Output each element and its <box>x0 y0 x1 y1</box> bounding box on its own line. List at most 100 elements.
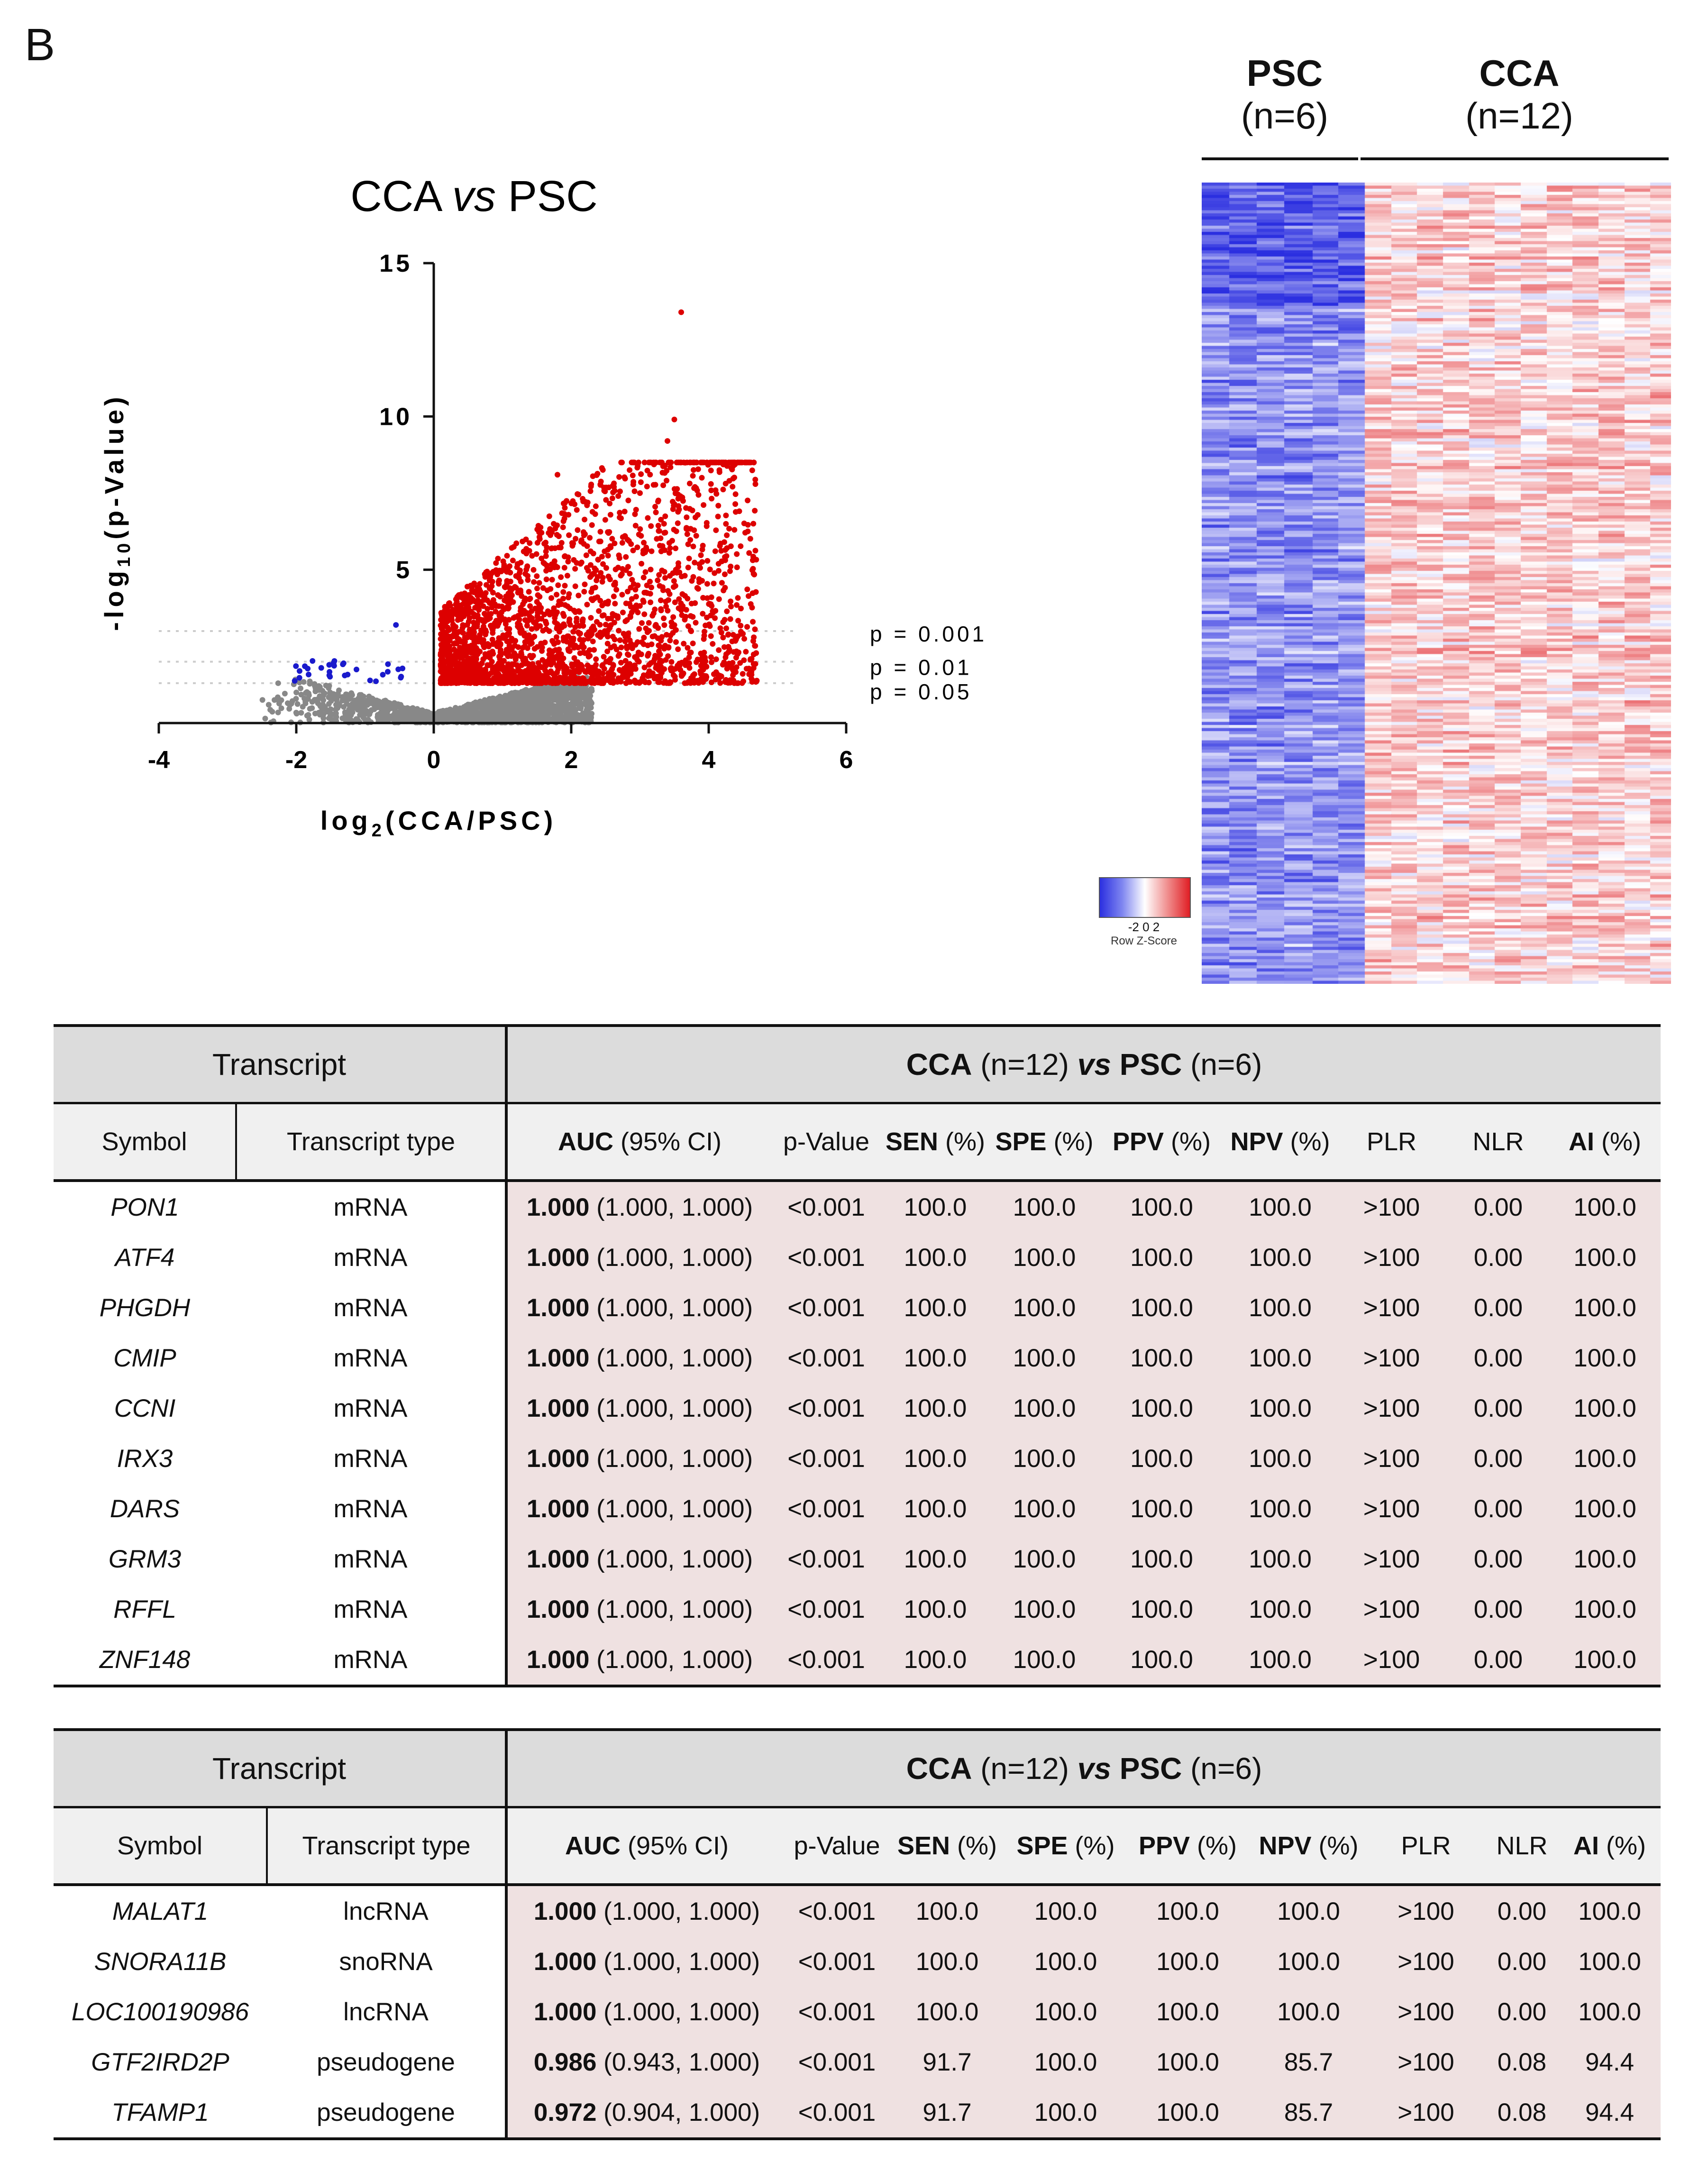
point-upregulated <box>670 614 676 620</box>
cell-symbol: GRM3 <box>108 1545 182 1573</box>
point-upregulated <box>656 648 662 654</box>
point-upregulated <box>611 593 617 599</box>
point-upregulated <box>667 632 674 639</box>
point-upregulated <box>470 582 476 588</box>
point-upregulated <box>610 662 616 668</box>
cell-type: mRNA <box>333 1293 408 1322</box>
point-upregulated <box>667 637 673 643</box>
point-nonsignificant <box>532 685 538 691</box>
point-upregulated <box>575 593 582 599</box>
point-upregulated <box>711 671 717 677</box>
point-upregulated <box>633 507 639 513</box>
point-nonsignificant <box>348 690 355 696</box>
point-upregulated <box>738 629 744 635</box>
cell-symbol: PON1 <box>110 1193 179 1221</box>
table-row: TFAMP1 pseudogene 0.972 (0.904, 1.000) <0.0… <box>54 2087 1661 2140</box>
point-upregulated <box>600 467 606 473</box>
cell-plr: >100 <box>1336 1534 1447 1584</box>
point-upregulated <box>521 657 528 663</box>
point-upregulated <box>672 599 678 605</box>
point-upregulated <box>703 676 709 682</box>
point-nonsignificant <box>275 680 281 686</box>
point-upregulated <box>738 623 744 629</box>
cell-plr: >100 <box>1336 1383 1447 1433</box>
point-upregulated <box>534 540 540 546</box>
point-upregulated <box>554 669 560 676</box>
point-upregulated <box>623 554 629 560</box>
point-upregulated <box>588 483 594 489</box>
point-upregulated <box>686 555 692 561</box>
cell-symbol: CMIP <box>113 1344 176 1372</box>
cell-ppv: 100.0 <box>1099 1232 1224 1283</box>
point-upregulated <box>584 502 590 508</box>
point-upregulated <box>673 639 679 645</box>
point-upregulated <box>543 568 549 574</box>
point-upregulated <box>463 646 469 652</box>
point-upregulated <box>447 678 453 685</box>
point-upregulated <box>493 567 499 573</box>
point-upregulated <box>667 545 673 551</box>
point-upregulated <box>671 416 677 422</box>
cell-spe: 100.0 <box>990 1584 1099 1634</box>
point-upregulated <box>572 583 578 589</box>
point-nonsignificant <box>259 697 265 703</box>
point-upregulated <box>707 623 713 629</box>
point-upregulated <box>605 552 611 559</box>
point-upregulated <box>749 590 756 596</box>
point-upregulated <box>548 532 554 538</box>
cell-type: mRNA <box>333 1444 408 1473</box>
point-nonsignificant <box>475 704 481 710</box>
point-upregulated <box>685 541 691 547</box>
point-nonsignificant <box>387 715 393 721</box>
point-upregulated <box>712 677 719 683</box>
point-nonsignificant <box>462 713 468 719</box>
point-upregulated <box>720 661 726 668</box>
point-upregulated <box>605 573 612 579</box>
point-nonsignificant <box>573 706 579 713</box>
point-upregulated <box>541 612 548 618</box>
x-tick-label: -4 <box>148 746 170 774</box>
point-upregulated <box>598 680 604 686</box>
point-upregulated <box>494 672 501 678</box>
cell-symbol: CCNI <box>114 1394 176 1422</box>
legend-title: Row Z-Score <box>1110 935 1178 947</box>
point-upregulated <box>691 467 697 473</box>
point-upregulated <box>653 665 659 671</box>
cell-ai: 100.0 <box>1549 1333 1661 1383</box>
col-symbol: Symbol <box>54 1103 236 1182</box>
point-upregulated <box>717 680 723 686</box>
header-transcript: Transcript <box>54 1728 506 1808</box>
point-upregulated <box>690 641 696 647</box>
point-nonsignificant <box>584 697 590 703</box>
point-nonsignificant <box>262 715 268 722</box>
point-upregulated <box>582 516 588 522</box>
point-upregulated <box>575 644 581 651</box>
cell-pvalue: <0.001 <box>772 1484 881 1534</box>
point-upregulated <box>640 550 646 557</box>
point-nonsignificant <box>346 696 352 702</box>
point-upregulated <box>572 624 578 630</box>
point-upregulated <box>527 603 533 609</box>
point-upregulated <box>603 497 609 503</box>
threshold-label: p = 0.01 <box>870 655 972 680</box>
point-upregulated <box>710 641 716 647</box>
point-upregulated <box>471 614 477 620</box>
point-upregulated <box>727 677 733 683</box>
point-upregulated <box>617 514 623 521</box>
point-upregulated <box>648 459 654 466</box>
point-upregulated <box>732 501 739 507</box>
point-upregulated <box>661 666 667 672</box>
point-upregulated <box>570 498 576 504</box>
cell-spe: 100.0 <box>1006 2087 1125 2140</box>
point-upregulated <box>580 637 586 643</box>
point-upregulated <box>709 495 715 502</box>
cell-auc: 1.000 (1.000, 1.000) <box>505 1584 772 1634</box>
point-upregulated <box>742 530 748 536</box>
col-symbol: Symbol <box>54 1807 267 1886</box>
point-upregulated <box>715 513 721 520</box>
cell-ppv: 100.0 <box>1125 2037 1251 2087</box>
point-nonsignificant <box>298 710 304 716</box>
point-upregulated <box>481 679 487 686</box>
point-upregulated <box>681 641 687 647</box>
point-upregulated <box>706 601 712 607</box>
